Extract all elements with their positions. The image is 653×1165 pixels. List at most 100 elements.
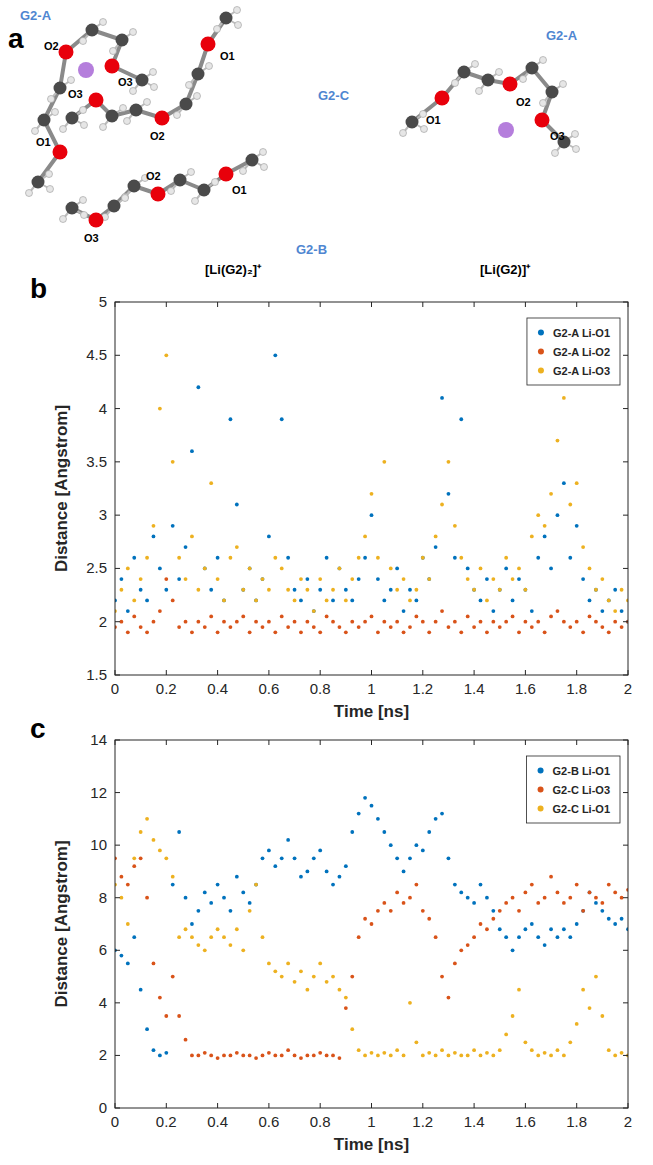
hydrogen-atom [240, 168, 247, 175]
data-point [376, 630, 380, 634]
data-point [286, 838, 290, 842]
carbon-atom [220, 12, 233, 25]
data-point [325, 980, 329, 984]
tick-mark [115, 675, 120, 676]
data-point [248, 909, 252, 913]
data-point [453, 883, 457, 887]
atom-label: O1 [232, 184, 247, 196]
hydrogen-atom [168, 188, 175, 195]
legend-marker [538, 768, 544, 774]
data-point [402, 870, 406, 874]
data-point [479, 922, 483, 926]
legend-marker [538, 368, 544, 374]
data-point [472, 1048, 476, 1052]
data-point [325, 556, 329, 560]
chart-panel: c00.20.40.60.811.21.41.61.8202468101214T… [30, 713, 632, 1154]
hydrogen-atom [520, 76, 527, 83]
data-point [402, 609, 406, 613]
data-point [357, 1048, 361, 1052]
tick-mark [115, 302, 120, 303]
data-point [318, 588, 322, 592]
data-point [594, 588, 598, 592]
panel-letter: a [8, 23, 24, 54]
data-point [517, 577, 521, 581]
hydrogen-atom [110, 48, 117, 55]
tick-mark [115, 792, 120, 793]
oxygen-atom [155, 111, 170, 126]
tick-mark [115, 621, 120, 622]
data-point [338, 567, 342, 571]
data-point [434, 545, 438, 549]
data-point [575, 1022, 579, 1026]
bond [72, 160, 252, 220]
data-point [491, 577, 495, 581]
data-point [620, 588, 624, 592]
data-point [261, 577, 265, 581]
data-point [280, 567, 284, 571]
tick-label: 6 [99, 941, 107, 958]
data-point [158, 567, 162, 571]
tick-label: 1 [367, 1113, 375, 1130]
data-point [229, 556, 233, 560]
data-point [504, 620, 508, 624]
legend: G2-A Li-O1G2-A Li-O2G2-A Li-O3 [527, 318, 620, 385]
data-point [517, 567, 521, 571]
data-point [344, 630, 348, 634]
data-point [491, 909, 495, 913]
tick-mark [320, 740, 321, 745]
hydrogen-atom [192, 198, 199, 205]
data-point [286, 556, 290, 560]
tick-mark [474, 302, 475, 307]
tick-mark [371, 670, 372, 675]
hydrogen-atom [124, 118, 131, 125]
data-point [536, 620, 540, 624]
tick-label: 1.4 [464, 680, 485, 697]
tick-mark [623, 302, 628, 303]
data-point [575, 620, 579, 624]
data-point [299, 599, 303, 603]
tick-label: 8 [99, 889, 107, 906]
data-point [600, 609, 604, 613]
data-point [491, 1054, 495, 1058]
tick-mark [115, 1108, 120, 1109]
data-point [389, 843, 393, 847]
hydrogen-atom [476, 88, 483, 95]
tick-mark [217, 302, 218, 307]
data-point [241, 891, 245, 895]
data-point [421, 1054, 425, 1058]
data-point [594, 896, 598, 900]
data-point [600, 901, 604, 905]
data-point [402, 1054, 406, 1058]
tick-mark [474, 740, 475, 745]
data-point [414, 599, 418, 603]
data-point [196, 588, 200, 592]
diagram-panel: aO1O2O3G2-AO1O2O3G2-CO1O2O3G2-B[Li(G2)₂]… [8, 7, 580, 278]
data-point [261, 1054, 265, 1058]
tick-mark [371, 1103, 372, 1108]
legend-marker [538, 330, 544, 336]
carbon-atom [526, 62, 539, 75]
data-point [209, 901, 213, 905]
data-point [414, 614, 418, 618]
data-point [177, 935, 181, 939]
data-point [421, 909, 425, 913]
data-point [575, 524, 579, 528]
data-point [164, 353, 168, 357]
data-point [305, 620, 309, 624]
tick-mark [525, 670, 526, 675]
tick-mark [268, 670, 269, 675]
data-point [524, 588, 528, 592]
data-point [588, 891, 592, 895]
carbon-atom [246, 154, 259, 167]
data-point [485, 1051, 489, 1055]
data-point [524, 620, 528, 624]
chart-panel: b00.20.40.60.811.21.41.61.821.522.533.54… [30, 273, 632, 721]
data-point [152, 535, 156, 539]
data-point [511, 948, 515, 952]
tick-mark [623, 675, 628, 676]
data-point [267, 962, 271, 966]
data-point [620, 1051, 624, 1055]
tick-label: 1.8 [566, 1113, 587, 1130]
tick-mark [623, 1055, 628, 1056]
hydrogen-atom [80, 197, 87, 204]
